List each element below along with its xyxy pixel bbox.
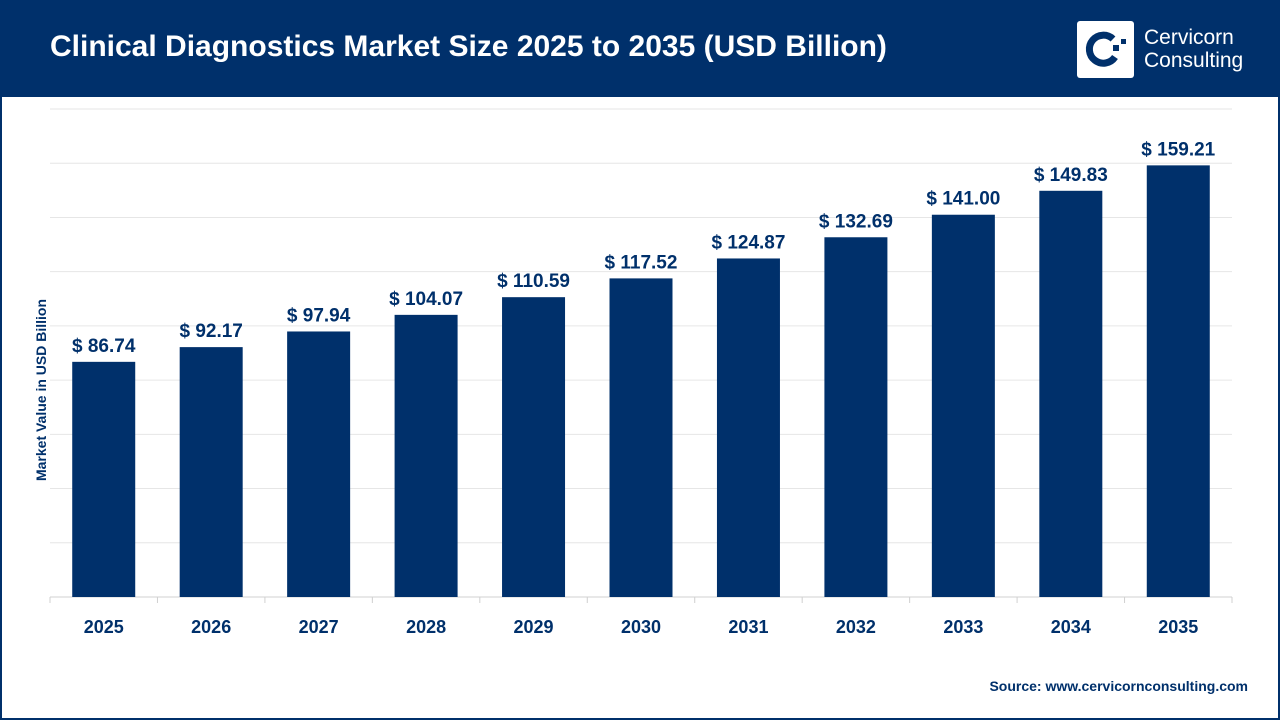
data-label-2027: $ 97.94 (287, 305, 351, 326)
data-label-2025: $ 86.74 (72, 336, 136, 357)
data-label-2032: $ 132.69 (819, 211, 893, 232)
bar-2035 (1146, 165, 1210, 597)
data-label-2033: $ 141.00 (926, 189, 1000, 210)
bar-2025 (72, 361, 136, 597)
chart-title: Clinical Diagnostics Market Size 2025 to… (50, 30, 887, 63)
bar-2027 (287, 331, 351, 597)
cervicorn-logo-icon (1077, 21, 1134, 78)
source-text: Source: www.cervicornconsulting.com (989, 678, 1248, 694)
bar-2030 (609, 278, 673, 597)
data-label-2035: $ 159.21 (1141, 139, 1215, 160)
bar-2028 (394, 314, 458, 597)
x-tick-label-2033: 2033 (943, 617, 983, 637)
logo-line1: Cervicorn (1144, 26, 1234, 49)
bar-2029 (502, 297, 566, 597)
data-label-2029: $ 110.59 (497, 271, 570, 292)
logo-text: Cervicorn Consulting (1144, 26, 1243, 72)
x-tick-label-2034: 2034 (1051, 617, 1091, 637)
x-tick-label-2028: 2028 (406, 617, 446, 637)
x-tick-label-2027: 2027 (299, 617, 339, 637)
x-tick-label-2030: 2030 (621, 617, 661, 637)
bar-2034 (1039, 190, 1103, 597)
data-label-2026: $ 92.17 (179, 321, 242, 342)
x-tick-label-2029: 2029 (514, 617, 554, 637)
x-tick-label-2031: 2031 (728, 617, 768, 637)
bar-2031 (716, 258, 780, 597)
bar-2033 (931, 214, 995, 597)
logo-line2: Consulting (1144, 49, 1244, 72)
x-tick-label-2032: 2032 (836, 617, 876, 637)
x-tick-label-2035: 2035 (1158, 617, 1198, 637)
data-label-2031: $ 124.87 (711, 232, 785, 253)
x-tick-label-2025: 2025 (84, 617, 124, 637)
bar-2032 (824, 237, 888, 597)
data-label-2030: $ 117.52 (605, 252, 678, 273)
header-banner: Clinical Diagnostics Market Size 2025 to… (0, 0, 1280, 97)
x-tick-label-2026: 2026 (191, 617, 231, 637)
data-label-2028: $ 104.07 (389, 289, 463, 310)
data-label-2034: $ 149.83 (1034, 165, 1108, 186)
bar-2026 (179, 347, 243, 597)
